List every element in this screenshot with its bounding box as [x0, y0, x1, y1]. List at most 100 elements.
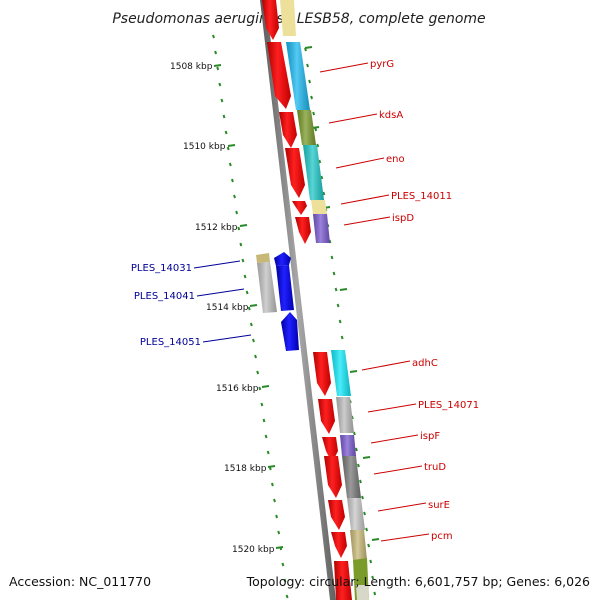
kbp-scale: 1508 kbp 1510 kbp 1512 kbp 1514 kbp 1516… [170, 62, 275, 555]
tick-mark [332, 271, 336, 276]
accession-label: Accession: NC_011770 [9, 574, 151, 589]
tick-mark [349, 370, 358, 373]
tick-mark [241, 258, 245, 263]
topology-summary: Topology: circular; Length: 6,601,757 bp… [246, 574, 590, 589]
tick-mark [354, 447, 358, 452]
tick-mark [371, 575, 375, 580]
tick-mark [245, 290, 249, 295]
tick-mark [373, 591, 377, 596]
gene-label-truD[interactable]: truD [424, 462, 446, 473]
gene-surE[interactable] [328, 498, 365, 530]
kbp-label: 1512 kbp [195, 223, 238, 233]
tick-mark [252, 338, 255, 343]
gene-label-kdsA[interactable]: kdsA [379, 110, 403, 121]
genome-backbone [260, 0, 336, 600]
tick-mark [227, 144, 236, 147]
gene-eno[interactable] [285, 145, 324, 200]
gene-adhC[interactable] [313, 350, 351, 396]
tick-mark [214, 50, 218, 55]
tick-mark [277, 530, 281, 535]
reverse-genes [256, 252, 299, 351]
tick-mark [247, 306, 251, 311]
tick-mark [226, 146, 230, 151]
gene-pcm[interactable] [331, 530, 367, 560]
tick-mark [339, 288, 348, 291]
gene-PLES_14041[interactable] [257, 262, 294, 313]
tick-mark [308, 79, 312, 84]
tick-mark [266, 450, 270, 455]
gene-label-PLES_14051[interactable]: PLES_14051 [140, 337, 201, 348]
gene-partial-bottom[interactable] [334, 558, 369, 600]
gene-truD[interactable] [324, 456, 361, 498]
gene-PLES_14051[interactable] [281, 312, 299, 351]
tick-mark [356, 463, 360, 468]
tick-mark [258, 386, 262, 391]
tick-mark [254, 354, 258, 359]
tick-mark [213, 64, 222, 67]
gene-PLES_14031[interactable] [256, 252, 291, 266]
gene-partial-top[interactable] [262, 0, 296, 40]
forward-genes [267, 42, 369, 600]
tick-mark [249, 322, 253, 327]
tick-mark [212, 34, 215, 39]
tick-mark [233, 194, 236, 199]
kbp-label: 1516 kbp [216, 384, 259, 394]
gene-label-pyrG[interactable]: pyrG [370, 59, 394, 70]
gene-kdsA[interactable] [279, 110, 316, 148]
gene-PLES_14071[interactable] [318, 397, 354, 434]
tick-mark [322, 191, 326, 196]
kbp-label: 1510 kbp [183, 142, 226, 152]
tick-mark [310, 95, 314, 100]
tick-mark [261, 385, 270, 388]
tick-mark [235, 210, 239, 215]
tick-mark [371, 538, 380, 541]
gene-pyrG[interactable] [267, 42, 310, 110]
tick-mark [267, 465, 276, 468]
gene-label-ispD[interactable]: ispD [392, 213, 414, 224]
tick-mark [330, 255, 334, 260]
tick-mark [362, 456, 371, 459]
tick-mark [260, 402, 264, 407]
tick-mark [228, 162, 232, 167]
tick-mark [283, 578, 287, 583]
tick-mark [363, 511, 367, 516]
tick-mark [230, 178, 234, 183]
tick-mark [281, 562, 285, 567]
gene-label-PLES_14031[interactable]: PLES_14031 [131, 263, 192, 274]
tick-mark [369, 559, 373, 564]
gene-ispD[interactable] [295, 214, 330, 244]
tick-mark [256, 370, 260, 375]
tick-mark [336, 303, 340, 308]
tick-mark [367, 543, 371, 548]
gene-labels: pyrG kdsA eno PLES_14011 ispD adhC PLES_… [131, 59, 479, 542]
tick-mark [334, 287, 338, 292]
tick-mark [273, 498, 276, 503]
gene-label-ispF[interactable]: ispF [420, 431, 440, 442]
tick-mark [352, 431, 356, 436]
tick-mark [243, 274, 247, 279]
kbp-label: 1520 kbp [232, 545, 275, 555]
tick-mark [285, 594, 289, 599]
tick-mark [270, 482, 274, 487]
gene-label-PLES_14011[interactable]: PLES_14011 [391, 191, 452, 202]
tick-mark [237, 226, 241, 231]
tick-mark [361, 495, 364, 500]
tick-mark [316, 143, 320, 148]
tick-mark [304, 46, 313, 49]
gene-label-PLES_14041[interactable]: PLES_14041 [134, 291, 195, 302]
gene-label-PLES_14071[interactable]: PLES_14071 [418, 400, 479, 411]
gene-PLES_14011[interactable] [292, 200, 327, 215]
tick-mark [262, 418, 266, 423]
tick-mark [239, 242, 243, 247]
tick-mark [320, 175, 324, 180]
gene-label-pcm[interactable]: pcm [431, 531, 453, 542]
gene-label-surE[interactable]: surE [428, 500, 450, 511]
tick-mark [318, 159, 322, 164]
map-title: Pseudomonas aeruginosa LESB58, complete … [112, 11, 485, 27]
tick-mark [312, 111, 316, 116]
gene-label-adhC[interactable]: adhC [412, 358, 438, 369]
tick-mark [306, 63, 309, 68]
tick-mark [249, 304, 258, 307]
gene-label-eno[interactable]: eno [386, 154, 405, 165]
